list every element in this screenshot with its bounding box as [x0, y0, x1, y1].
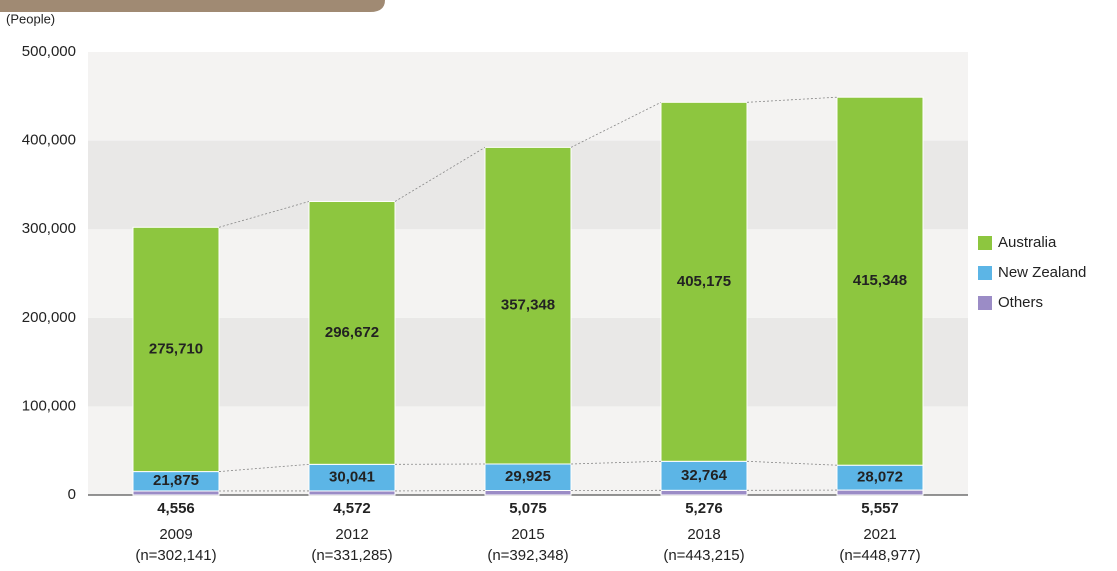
- y-tick-label: 200,000: [22, 309, 76, 326]
- x-tick-label: 2012: [335, 526, 368, 543]
- value-label: 32,764: [681, 467, 728, 484]
- value-label: 28,072: [857, 469, 903, 486]
- bar-segment: [660, 460, 748, 491]
- x-tick-label: 2018: [687, 526, 720, 543]
- bar-segment: [484, 490, 572, 496]
- value-label: 4,572: [333, 500, 371, 517]
- x-tick-note: (n=302,141): [135, 547, 216, 564]
- value-label: 30,041: [329, 469, 375, 486]
- x-tick-label: 2015: [511, 526, 544, 543]
- grid-band: [88, 52, 968, 141]
- value-label: 21,875: [153, 472, 199, 489]
- value-label: 5,075: [509, 500, 547, 517]
- x-tick-label: 2009: [159, 526, 192, 543]
- value-label: 296,672: [325, 324, 379, 341]
- legend-label: New Zealand: [998, 264, 1086, 281]
- y-tick-label: 300,000: [22, 220, 76, 237]
- value-label: 405,175: [677, 273, 731, 290]
- value-label: 5,276: [685, 500, 723, 517]
- bar-segment: [836, 464, 924, 491]
- value-label: 4,556: [157, 500, 195, 517]
- y-tick-label: 0: [68, 486, 76, 503]
- y-tick-label: 400,000: [22, 132, 76, 149]
- bar-segment: [484, 146, 572, 465]
- connector: [570, 460, 662, 465]
- bar-segment: [308, 200, 396, 465]
- x-tick-note: (n=392,348): [487, 547, 568, 564]
- connector: [218, 463, 310, 472]
- x-tick-note: (n=443,215): [663, 547, 744, 564]
- value-label: 5,557: [861, 500, 899, 517]
- value-label: 415,348: [853, 272, 907, 289]
- value-label: 357,348: [501, 297, 555, 314]
- y-tick-label: 500,000: [22, 43, 76, 60]
- connector: [570, 101, 662, 148]
- legend-label: Others: [998, 294, 1043, 311]
- value-label: 275,710: [149, 340, 203, 357]
- connector: [394, 147, 486, 202]
- legend-label: Australia: [998, 234, 1057, 251]
- bar-segment: [132, 226, 220, 473]
- bar-segment: [308, 490, 396, 496]
- bar-segment: [484, 463, 572, 492]
- bar-segment: [660, 101, 748, 462]
- y-axis-label: (People): [6, 11, 55, 26]
- connector: [746, 96, 838, 103]
- y-tick-label: 100,000: [22, 397, 76, 414]
- x-tick-note: (n=331,285): [311, 547, 392, 564]
- x-tick-note: (n=448,977): [839, 547, 920, 564]
- bar-segment: [836, 489, 924, 496]
- legend-swatch: [978, 296, 992, 310]
- bar-segment: [132, 490, 220, 496]
- connector: [746, 460, 838, 466]
- legend-swatch: [978, 236, 992, 250]
- header-tab: [0, 0, 385, 12]
- legend-swatch: [978, 266, 992, 280]
- bar-segment: [660, 489, 748, 496]
- x-tick-label: 2021: [863, 526, 896, 543]
- bar-segment: [836, 96, 924, 466]
- bar-segment: [308, 463, 396, 492]
- value-label: 29,925: [505, 468, 551, 485]
